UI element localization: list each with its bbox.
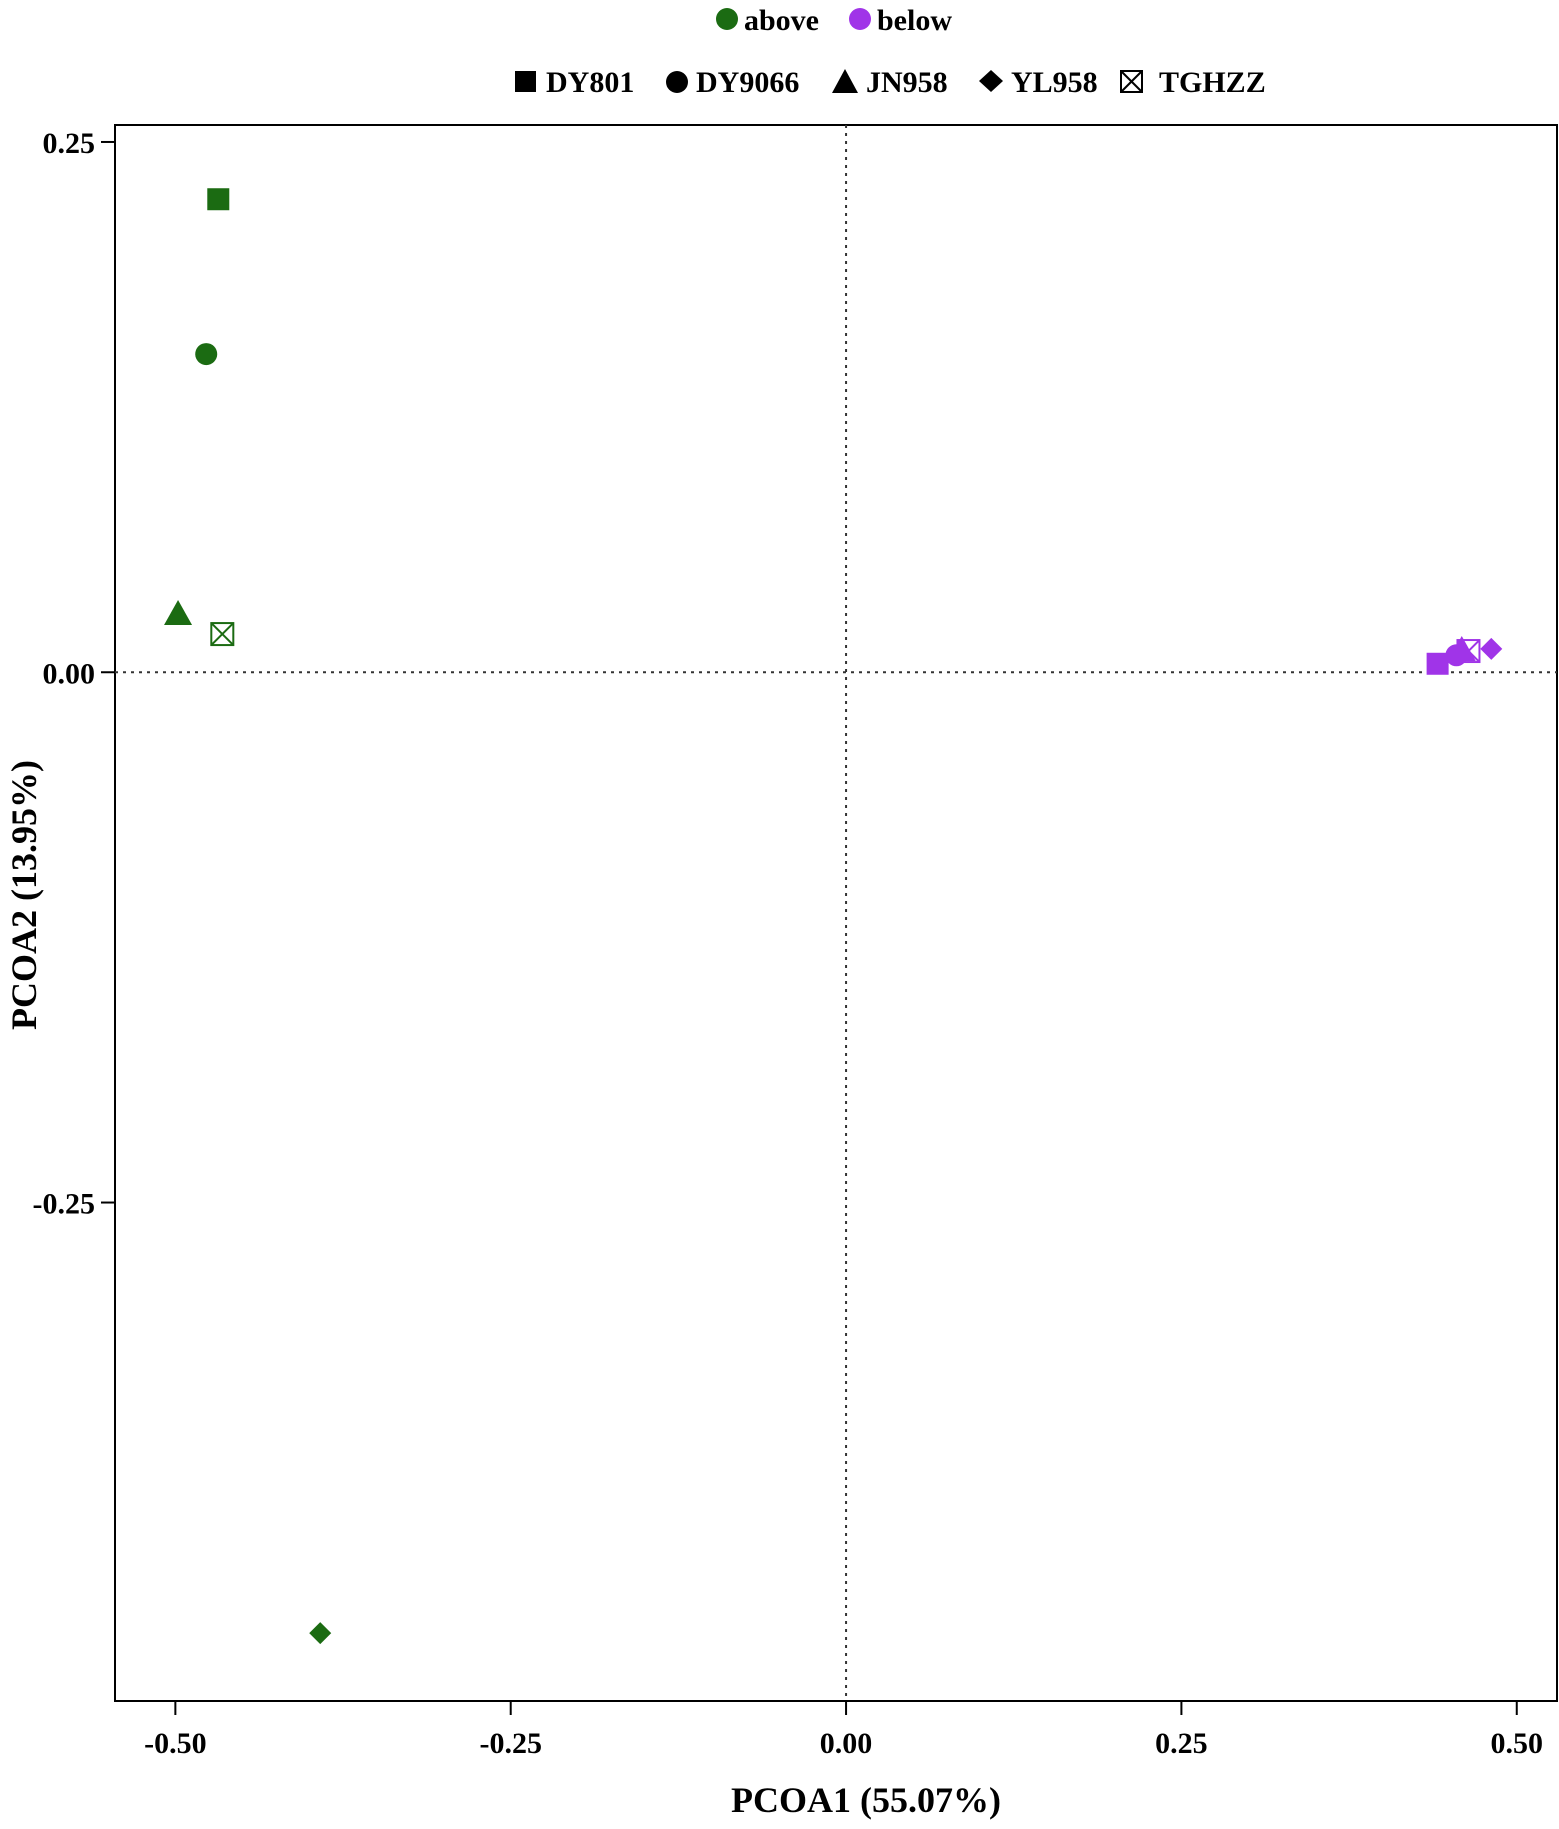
point-above-jn958 xyxy=(164,599,193,625)
point-above-yl958 xyxy=(309,1622,332,1645)
point-below-yl958 xyxy=(1480,637,1503,660)
group-legend: above below xyxy=(716,4,952,37)
legend-below-swatch xyxy=(849,8,871,30)
point-below-jn958 xyxy=(1447,636,1476,662)
x-tick-label: 0.00 xyxy=(820,1727,873,1760)
legend-yl958-diamond-icon xyxy=(979,70,1003,92)
x-axis-title: PCOA1 (55.07%) xyxy=(731,1780,1001,1820)
legend-tghzz-label: TGHZZ xyxy=(1159,66,1266,99)
legend-above-label: above xyxy=(744,4,819,37)
point-above-tghzz xyxy=(210,622,235,647)
y-axis-title: PCOA2 (13.95%) xyxy=(4,760,44,1030)
legend-below-label: below xyxy=(877,4,952,37)
x-axis-ticks: -0.50 -0.25 0.00 0.25 0.50 xyxy=(144,1701,1543,1760)
legend-above-swatch xyxy=(716,8,738,30)
point-above-dy801 xyxy=(207,188,230,211)
point-above-dy9066 xyxy=(195,343,218,366)
y-tick-label: 0.00 xyxy=(43,657,96,690)
variety-legend: DY801 DY9066 JN958 YL958 TGHZZ xyxy=(515,66,1266,99)
point-below-tghzz xyxy=(1456,639,1481,664)
data-points xyxy=(164,188,1503,1645)
point-below-dy801 xyxy=(1426,652,1449,675)
y-tick-label: 0.25 xyxy=(43,127,96,160)
legend-dy9066-circle-icon xyxy=(666,71,688,93)
x-tick-label: -0.50 xyxy=(144,1727,207,1760)
legend-dy9066-label: DY9066 xyxy=(696,66,799,99)
legend-tghzz-boxed-x-icon xyxy=(1120,70,1143,93)
y-tick-label: -0.25 xyxy=(33,1188,96,1221)
legend-jn958-label: JN958 xyxy=(866,66,948,99)
legend-jn958-triangle-icon xyxy=(832,69,858,93)
y-axis-ticks: -0.25 0.00 0.25 xyxy=(33,127,115,1221)
legend-yl958-label: YL958 xyxy=(1011,66,1098,99)
x-tick-label: 0.50 xyxy=(1491,1727,1544,1760)
plot-frame xyxy=(114,124,1558,1702)
legend-dy801-square-icon xyxy=(515,71,536,92)
x-tick-label: 0.25 xyxy=(1155,1727,1208,1760)
legend-dy801-label: DY801 xyxy=(546,66,634,99)
x-tick-label: -0.25 xyxy=(479,1727,542,1760)
